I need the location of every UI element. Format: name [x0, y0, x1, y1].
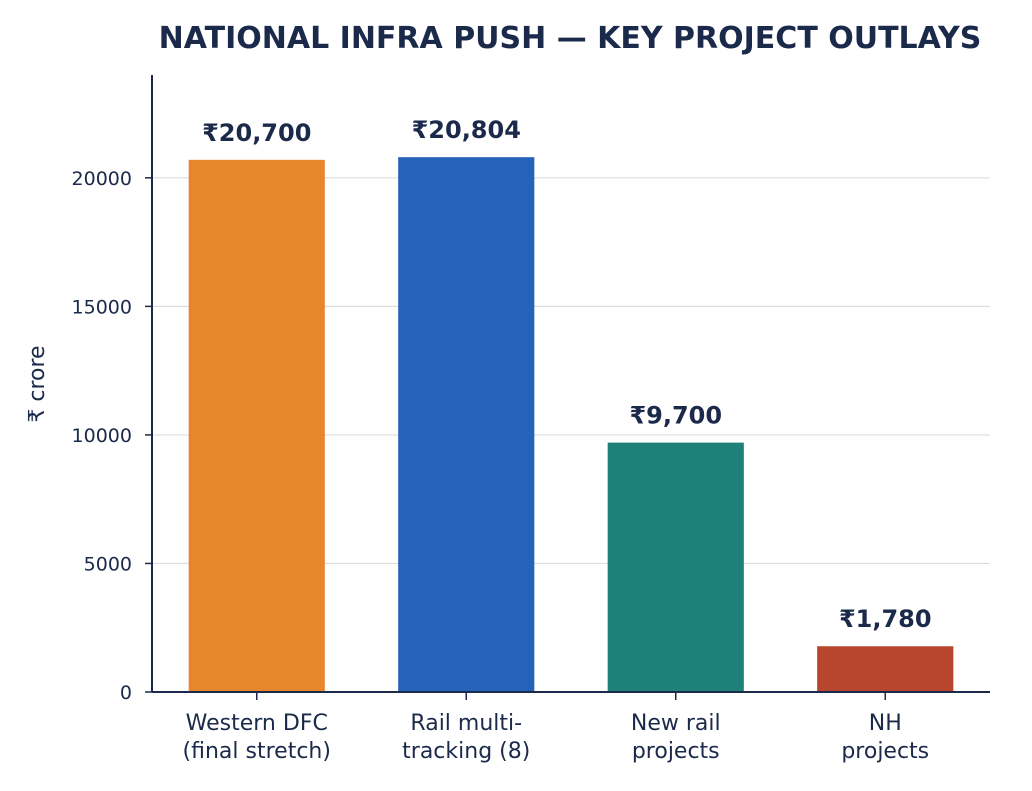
x-tick-label: Western DFC (final stretch) [183, 711, 331, 764]
x-tick-label: New rail projects [631, 711, 721, 764]
bar [817, 646, 954, 692]
bar [607, 442, 744, 692]
x-tick-label: NH projects [841, 711, 929, 764]
data-label: ₹20,804 [412, 116, 521, 144]
y-axis-label: ₹ crore [25, 345, 50, 422]
y-ticks: 0 5000 10000 15000 20000 [72, 168, 152, 704]
x-ticks: Western DFC (final stretch) Rail multi-tra… [183, 692, 929, 764]
chart-title: NATIONAL INFRA PUSH — KEY PROJECT OUTLAY… [159, 21, 982, 56]
bar [188, 159, 325, 692]
x-tick-label: Rail multi-tracking (8) [402, 711, 530, 764]
data-labels: ₹20,700 ₹20,804 ₹9,700 ₹1,780 [202, 116, 931, 633]
y-tick-label: 20000 [72, 168, 132, 190]
y-tick-label: 10000 [72, 425, 132, 447]
y-tick-label: 5000 [84, 553, 132, 575]
data-label: ₹1,780 [839, 605, 932, 633]
data-label: ₹9,700 [629, 402, 722, 430]
y-tick-label: 0 [120, 682, 132, 704]
data-label: ₹20,700 [202, 119, 311, 147]
bars [188, 157, 954, 693]
bar [398, 157, 535, 693]
y-tick-label: 15000 [72, 296, 132, 318]
